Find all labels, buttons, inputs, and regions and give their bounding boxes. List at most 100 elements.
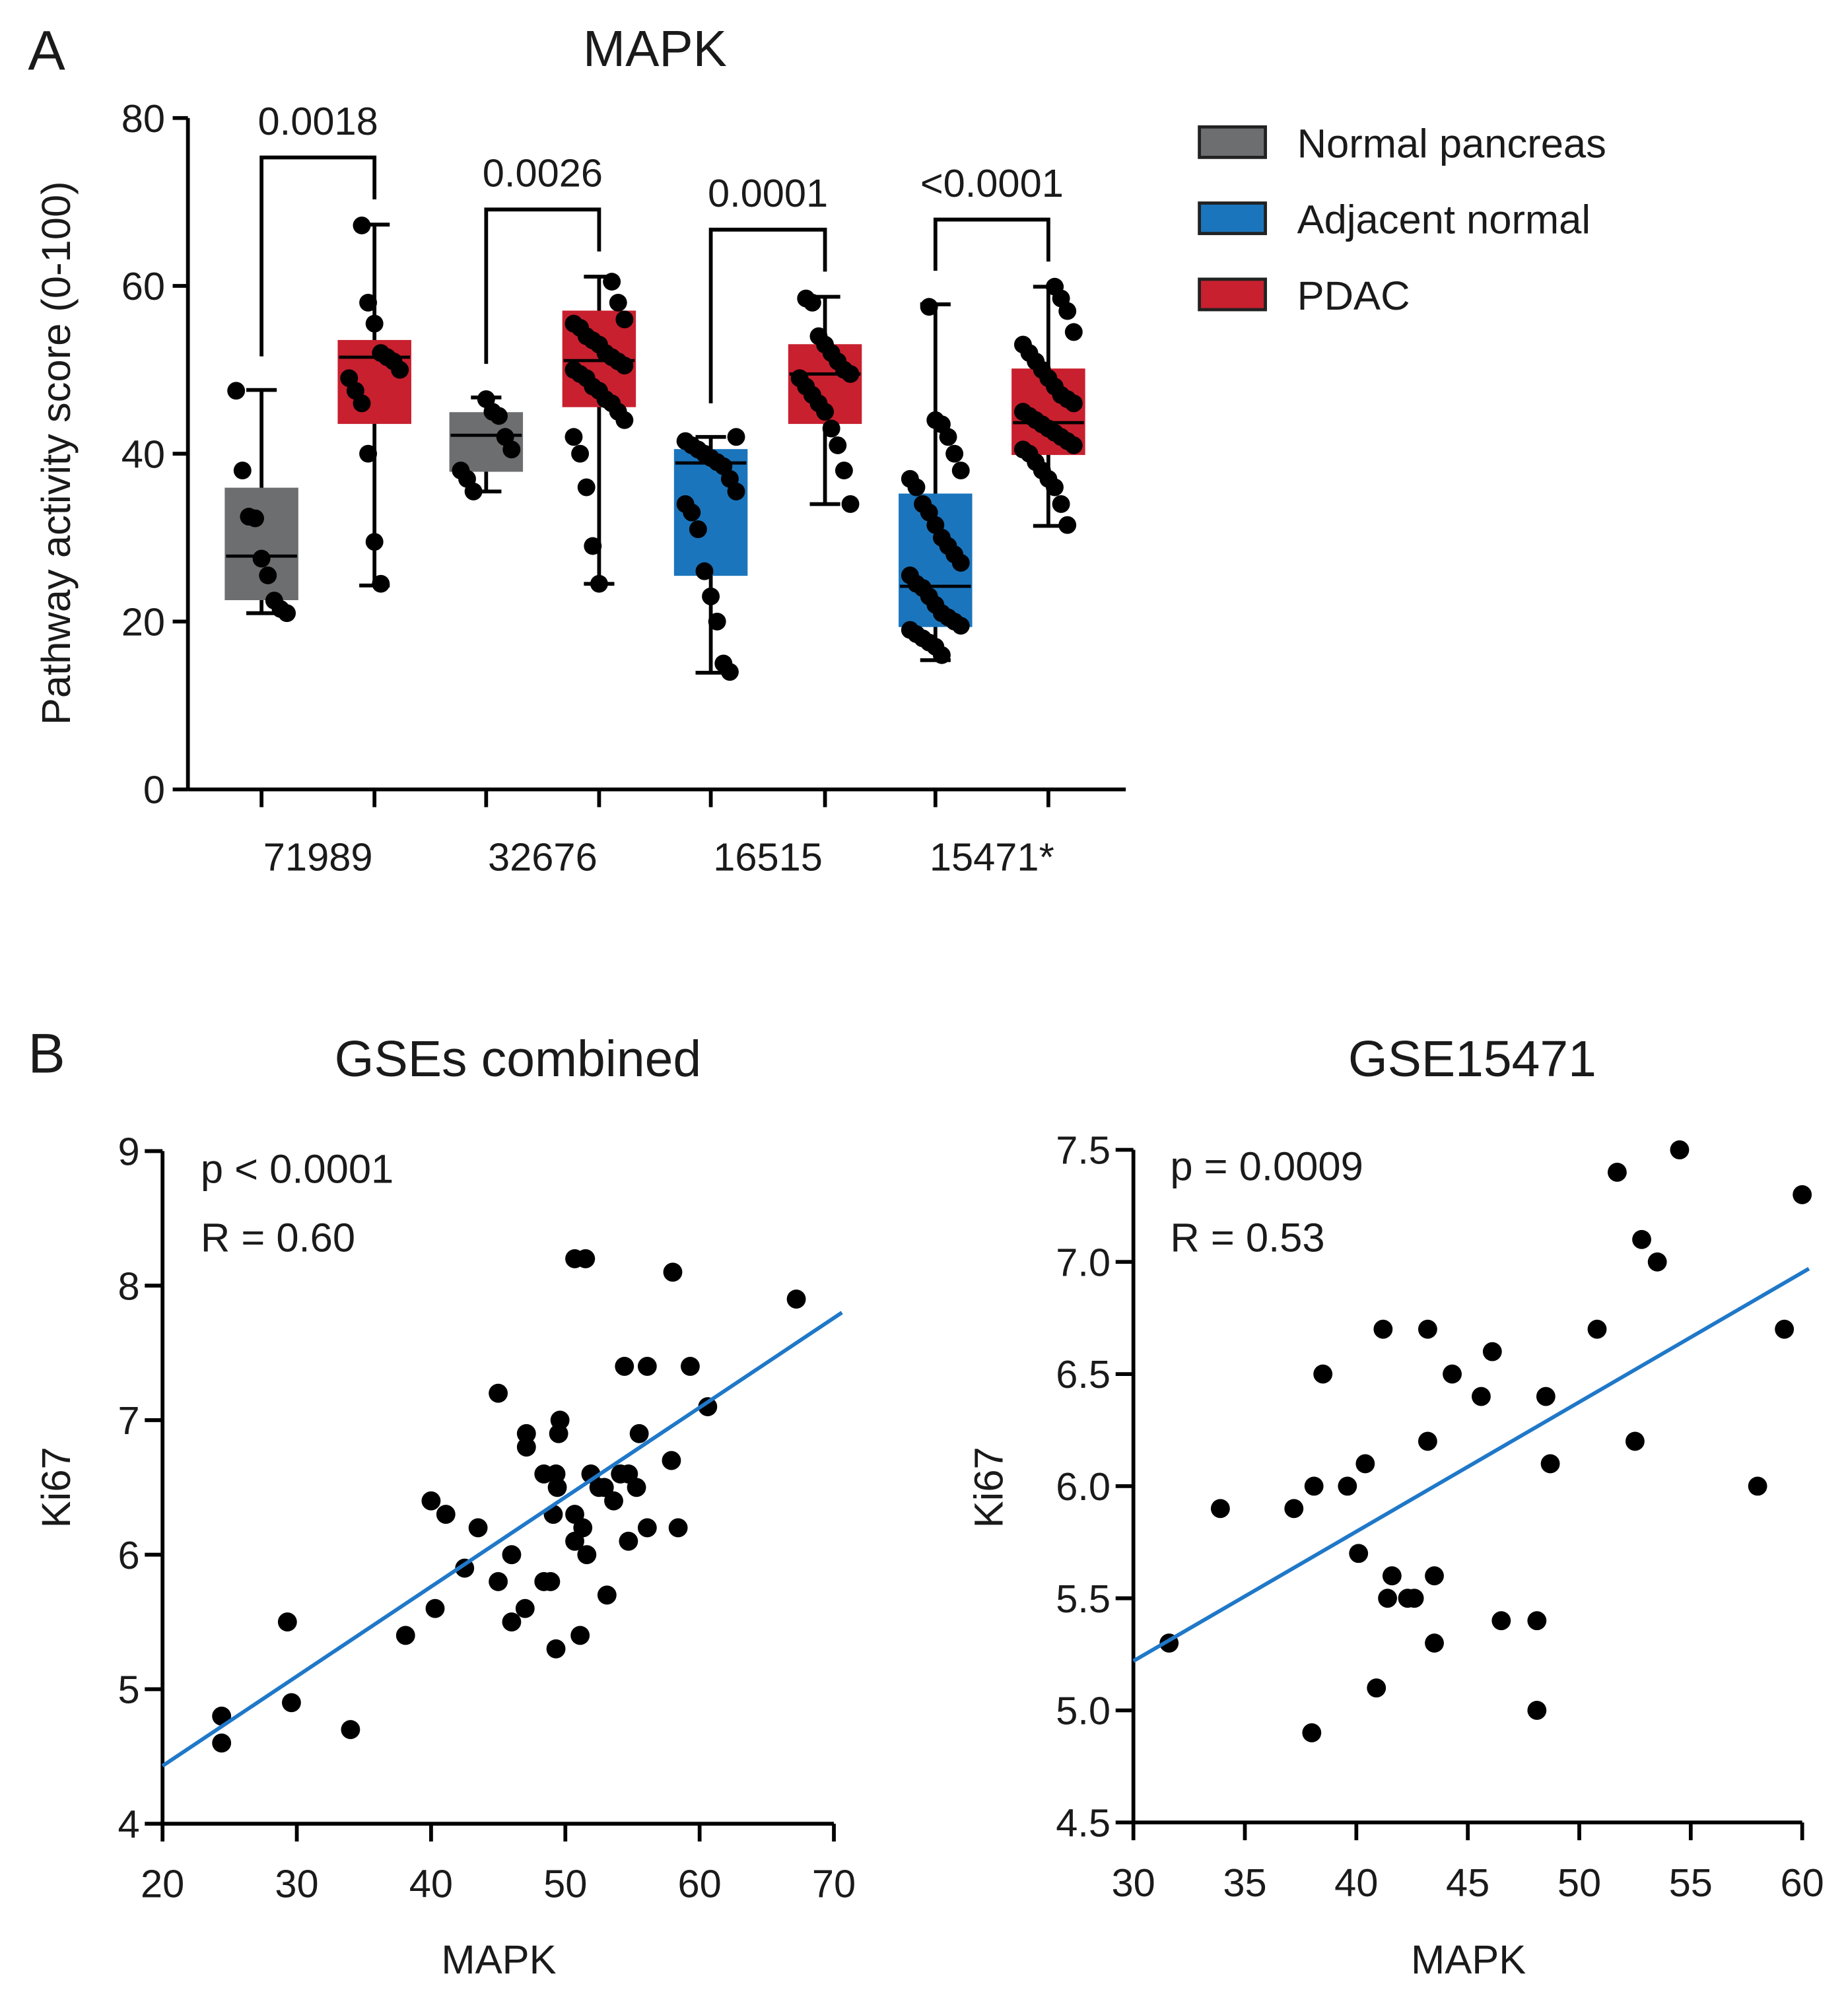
data-point: [359, 293, 378, 312]
data-point: [803, 293, 821, 312]
x-tick-label: 60: [678, 1862, 722, 1906]
data-point: [1064, 436, 1083, 454]
data-point: [1482, 1342, 1502, 1361]
y-tick-label: 5: [118, 1668, 139, 1712]
x-tick-label: 50: [543, 1862, 587, 1906]
x-tick-label: 40: [1334, 1861, 1378, 1905]
chart-b1-ylabel: Ki67: [34, 1447, 79, 1528]
data-point: [603, 273, 621, 291]
data-point: [515, 1598, 535, 1618]
data-point: [1425, 1566, 1444, 1586]
chart-a-ylabel: Pathway activity score (0-100): [34, 181, 79, 725]
data-point: [945, 444, 964, 463]
data-point: [597, 1585, 617, 1605]
data-point: [939, 428, 957, 446]
data-point: [565, 428, 583, 446]
legend-label: Normal pancreas: [1297, 121, 1606, 166]
data-point: [1064, 394, 1083, 413]
data-point: [1313, 1364, 1333, 1384]
data-point: [1418, 1319, 1437, 1339]
x-tick-label: 15471*: [930, 835, 1054, 879]
y-tick-label: 20: [121, 600, 165, 644]
data-point: [1472, 1387, 1491, 1406]
data-point: [689, 520, 707, 539]
data-point: [668, 1518, 688, 1538]
data-point: [1670, 1140, 1690, 1159]
data-point: [637, 1518, 657, 1538]
data-point: [615, 357, 634, 375]
data-point: [252, 549, 271, 568]
p-value-label: <0.0001: [920, 161, 1064, 205]
data-point: [278, 604, 296, 623]
y-tick-label: 80: [121, 96, 165, 141]
data-point: [720, 663, 739, 681]
data-point: [1540, 1454, 1560, 1474]
data-point: [1587, 1319, 1607, 1339]
significance-bracket: [259, 155, 377, 357]
data-point: [1527, 1701, 1547, 1720]
data-point: [841, 495, 860, 513]
data-point: [932, 646, 951, 664]
data-point: [951, 553, 970, 572]
data-point: [353, 394, 371, 413]
data-point: [907, 478, 926, 497]
legend-swatch: [1198, 277, 1267, 312]
data-point: [502, 440, 521, 459]
data-point: [1527, 1611, 1547, 1631]
x-tick-label: 32676: [488, 835, 598, 879]
data-point: [1632, 1229, 1651, 1249]
data-point: [1418, 1431, 1437, 1451]
y-tick-label: 6: [118, 1533, 139, 1577]
p-value-label: 0.0018: [258, 99, 378, 143]
data-point: [683, 503, 701, 522]
data-point: [663, 1262, 683, 1282]
chart-b2-ylabel: Ki67: [967, 1447, 1012, 1528]
data-point: [1647, 1252, 1667, 1272]
y-tick-label: 0: [143, 768, 165, 812]
data-point: [547, 1478, 567, 1497]
data-point: [576, 1249, 596, 1268]
data-point: [570, 1626, 590, 1645]
data-point: [702, 587, 720, 605]
regression-line: [1132, 1266, 1810, 1663]
y-tick-label: 4: [118, 1802, 139, 1846]
data-point: [541, 1572, 561, 1591]
data-point: [1046, 478, 1064, 497]
y-tick-label: 5.5: [1056, 1577, 1111, 1621]
data-point: [727, 428, 745, 446]
x-tick-label: 30: [275, 1862, 318, 1906]
data-point: [786, 1289, 806, 1309]
data-point: [681, 1357, 700, 1376]
data-point: [1382, 1566, 1402, 1586]
significance-bracket: [484, 207, 601, 364]
box: [224, 487, 298, 600]
significance-bracket: [708, 227, 827, 403]
data-point: [502, 1545, 522, 1565]
data-point: [1302, 1723, 1322, 1742]
p-value-label: 0.0001: [708, 171, 828, 215]
chart-b1-xlabel: MAPK: [441, 1937, 556, 1983]
chart-b1-rvalue: R = 0.60: [201, 1215, 355, 1260]
x-tick-label: 16515: [713, 835, 823, 879]
data-point: [546, 1639, 566, 1659]
data-point: [584, 537, 602, 555]
data-point: [829, 436, 847, 454]
chart-b2-title: GSE15471: [1348, 1031, 1596, 1087]
data-point: [727, 482, 745, 500]
y-tick-label: 40: [121, 432, 165, 476]
data-point: [550, 1410, 570, 1430]
data-point: [489, 1383, 508, 1403]
chart-b2-rvalue: R = 0.53: [1170, 1215, 1324, 1260]
data-point: [365, 533, 384, 551]
data-point: [1058, 302, 1077, 320]
data-point: [372, 574, 390, 593]
x-tick-label: 35: [1223, 1861, 1266, 1905]
data-point: [695, 562, 714, 580]
data-point: [489, 1572, 508, 1591]
data-point: [1058, 516, 1077, 534]
data-point: [1607, 1163, 1627, 1182]
y-tick-label: 7.0: [1056, 1240, 1111, 1284]
data-point: [577, 1545, 597, 1565]
data-point: [1793, 1185, 1812, 1204]
